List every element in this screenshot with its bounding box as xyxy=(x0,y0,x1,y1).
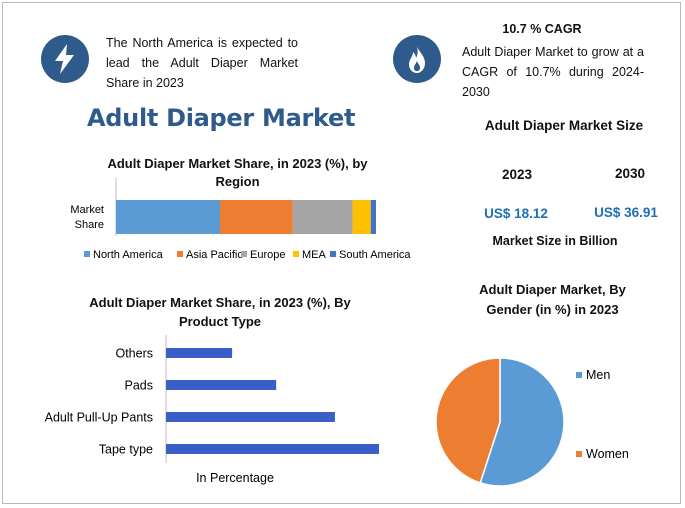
region-bar-segment-north-america xyxy=(116,200,220,234)
product-bar-adult-pull-up-pants xyxy=(166,412,335,422)
value-2023: US$ 18.12 xyxy=(484,206,548,221)
product-x-axis-label: In Percentage xyxy=(196,471,274,485)
legend-swatch-south-america xyxy=(330,251,336,257)
gender-chart: Men Women xyxy=(435,357,629,487)
cagr-info: Adult Diaper Market to grow at a CAGR of… xyxy=(462,45,644,99)
flame-icon xyxy=(393,35,441,83)
region-chart-title: Adult Diaper Market Share, in 2023 (%), … xyxy=(107,156,368,189)
product-chart-title: Adult Diaper Market Share, in 2023 (%), … xyxy=(89,295,351,329)
product-label-pads: Pads xyxy=(125,379,154,393)
pie-slice-women xyxy=(435,357,501,484)
pie-legend-label-women: Women xyxy=(586,447,629,461)
legend-swatch-mea xyxy=(293,251,299,257)
market-size-title: Adult Diaper Market Size xyxy=(484,118,644,133)
product-bar-others xyxy=(166,348,233,358)
gender-chart-title: Adult Diaper Market, By Gender (in %) in… xyxy=(479,282,626,317)
product-label-others: Others xyxy=(115,347,153,361)
pie-legend-swatch-men xyxy=(576,372,582,378)
cagr-title: 10.7 % CAGR xyxy=(502,22,582,36)
product-bar-pads xyxy=(166,380,277,390)
market-size-caption: Market Size in Billion xyxy=(492,234,618,248)
region-bar-segment-asia-pacific xyxy=(220,200,293,234)
product-chart: Others Pads Adult Pull-Up Pants Tape type I… xyxy=(45,335,379,485)
region-category-label: Market Share xyxy=(70,204,104,231)
pie-legend-label-men: Men xyxy=(586,368,610,382)
legend-swatch-europe xyxy=(241,251,247,257)
year-2023: 2023 xyxy=(501,167,533,182)
product-label-adult-pull-up-pants: Adult Pull-Up Pants xyxy=(45,411,153,425)
region-chart: Market Share North America Asia Pacific Eur… xyxy=(70,178,411,261)
region-bar-segment-europe xyxy=(292,200,353,234)
legend-label-south-america: South America xyxy=(339,249,411,261)
region-bar-segment-mea xyxy=(352,200,371,234)
legend-swatch-north-america xyxy=(84,251,90,257)
legend-label-mea: MEA xyxy=(302,249,327,261)
legend-label-north-america: North America xyxy=(93,249,164,261)
legend-swatch-asia-pacific xyxy=(177,251,183,257)
page-title: Adult Diaper Market xyxy=(87,104,356,132)
lightning-icon xyxy=(41,35,89,83)
infographic-frame xyxy=(2,2,681,504)
north-america-info: The North America is expected to lead th… xyxy=(106,36,298,90)
value-2030: US$ 36.91 xyxy=(594,205,658,220)
product-bar-tape-type xyxy=(166,444,379,454)
legend-label-europe: Europe xyxy=(250,249,285,261)
product-label-tape-type: Tape type xyxy=(99,443,153,457)
year-2030: 2030 xyxy=(614,166,646,181)
region-bar-segment-south-america xyxy=(370,200,376,234)
pie-legend-swatch-women xyxy=(576,451,582,457)
legend-label-asia-pacific: Asia Pacific xyxy=(186,249,243,261)
pie-slice-men xyxy=(479,357,565,487)
